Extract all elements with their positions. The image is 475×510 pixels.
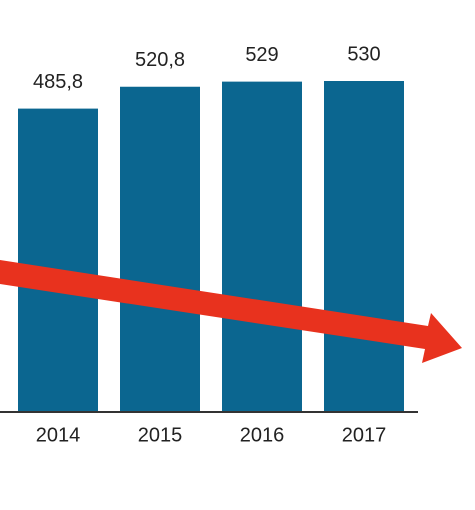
- x-tick-label: 2017: [342, 424, 387, 446]
- value-label: 520,8: [135, 49, 185, 71]
- bar: [222, 81, 302, 413]
- value-label: 529: [245, 44, 278, 66]
- bar: [324, 81, 404, 412]
- x-tick-label: 2016: [240, 424, 285, 446]
- bar: [18, 108, 98, 412]
- bars: [18, 81, 404, 413]
- value-label: 530: [347, 43, 380, 65]
- value-label: 485,8: [33, 71, 83, 93]
- bar: [120, 86, 200, 412]
- trend-arrow: [0, 260, 462, 363]
- x-tick-label: 2014: [36, 424, 81, 446]
- x-tick-label: 2015: [138, 424, 183, 446]
